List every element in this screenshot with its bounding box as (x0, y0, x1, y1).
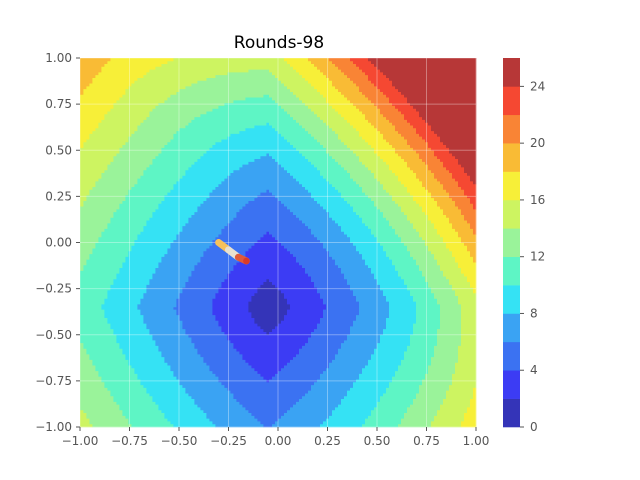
colorbar-swatch-10 (503, 114, 520, 144)
x-tick-label-0: −1.00 (62, 434, 99, 448)
x-tick-label-4: 0.00 (265, 434, 292, 448)
x-tick-label-7: 0.75 (413, 434, 440, 448)
colorbar-swatch-11 (503, 86, 520, 116)
x-tick-label-3: −0.25 (210, 434, 247, 448)
colorbar-swatch-9 (503, 143, 520, 172)
plot-area (79, 57, 477, 428)
colorbar-swatch-6 (503, 228, 520, 257)
colorbar-tick-label-3: 12 (530, 250, 545, 264)
contour-band-0 (248, 278, 291, 336)
y-tick-label-0: −1.00 (35, 420, 72, 434)
contour-band-12 (368, 58, 477, 185)
contour-band-8 (80, 58, 477, 428)
x-tick-label-8: 1.00 (463, 434, 490, 448)
contour-band-2 (173, 189, 360, 428)
colorbar-swatch-8 (503, 171, 520, 201)
contour-band-6 (80, 69, 462, 428)
y-tick-label-6: 0.50 (45, 143, 72, 157)
colorbar-tick-label-4: 16 (530, 193, 545, 207)
colorbar-swatch-12 (503, 58, 520, 87)
y-tick-label-3: −0.25 (35, 282, 72, 296)
colorbar-tick-label-5: 20 (530, 136, 545, 150)
x-tick-label-1: −0.75 (111, 434, 148, 448)
colorbar-tick-label-2: 8 (530, 306, 538, 320)
trajectory-point-1 (225, 246, 232, 254)
colorbar-tick-label-1: 4 (530, 363, 538, 377)
colorbar: 0 4 8 12 16 20 24 (503, 58, 545, 434)
contour-band-3 (137, 153, 390, 428)
trajectory-point-0 (215, 239, 222, 246)
x-tick-label-5: 0.25 (314, 434, 341, 448)
y-tick-label-2: −0.50 (35, 328, 72, 342)
colorbar-swatch-4 (503, 285, 520, 314)
x-axis: −1.00 −0.75 −0.50 −0.25 0.00 0.25 0.50 0.75 1.00 (62, 427, 490, 448)
trajectory-point-2 (235, 254, 242, 261)
colorbar-swatch-0 (503, 398, 520, 428)
x-tick-label-6: 0.50 (364, 434, 391, 448)
contour-band-4 (101, 122, 417, 428)
x-tick-label-2: −0.50 (161, 434, 198, 448)
colorbar-tick-label-6: 24 (530, 79, 545, 93)
colorbar-swatch-3 (503, 313, 520, 343)
y-tick-label-4: 0.00 (45, 236, 72, 250)
y-tick-label-7: 0.75 (45, 97, 72, 111)
contour-band-1 (212, 231, 327, 383)
chart-title: Rounds-98 (234, 33, 324, 53)
colorbar-swatch-2 (503, 341, 520, 371)
y-tick-label-5: 0.25 (45, 189, 72, 203)
y-axis: −1.00 −0.75 −0.50 −0.25 0.00 0.25 0.50 0.75 1.00 (35, 51, 80, 434)
colorbar-swatch-7 (503, 199, 520, 229)
colorbar-tick-label-0: 0 (530, 420, 538, 434)
trajectory-point-3 (243, 257, 250, 265)
colorbar-swatch-5 (503, 256, 520, 286)
y-tick-label-8: 1.00 (45, 51, 72, 65)
contour-band-9 (80, 58, 477, 263)
colorbar-swatch-1 (503, 370, 520, 399)
y-tick-label-1: −0.75 (35, 374, 72, 388)
